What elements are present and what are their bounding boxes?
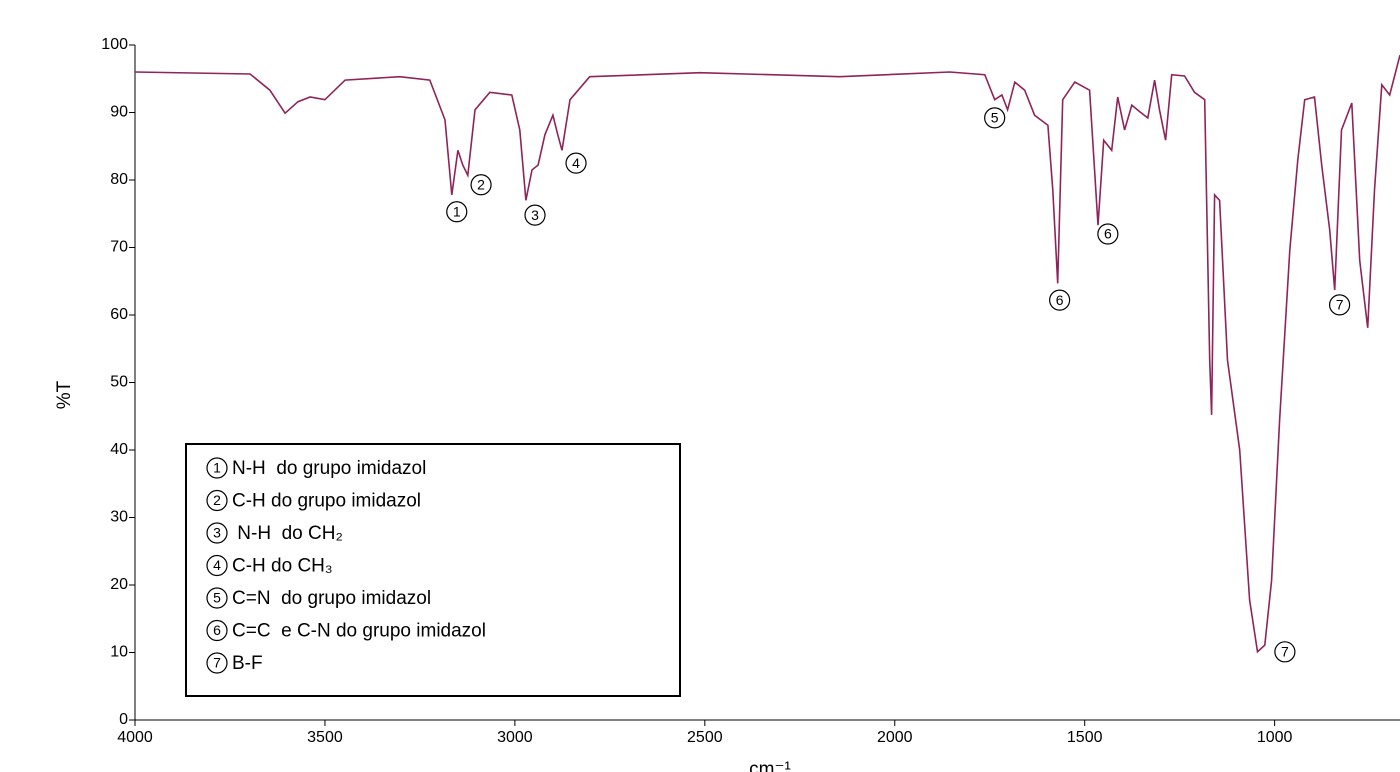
x-tick-label: 1500 (1067, 729, 1103, 746)
x-tick-label: 1000 (1257, 729, 1293, 746)
x-tick-label: 2000 (877, 729, 913, 746)
y-tick-label: 100 (101, 36, 128, 53)
y-axis-label: %T (54, 380, 75, 409)
annotation-circle (1097, 223, 1119, 245)
y-tick-label: 40 (110, 441, 128, 458)
annotation-label: 7 (1281, 644, 1289, 660)
legend-circle (206, 652, 228, 674)
legend-circle (206, 457, 228, 479)
annotation-label: 6 (1056, 292, 1064, 308)
y-tick-label: 10 (110, 644, 128, 661)
legend-number: 1 (213, 460, 221, 476)
annotation-circle (1274, 641, 1296, 663)
legend-number: 3 (213, 525, 221, 541)
legend-text: C=N do grupo imidazol (232, 588, 431, 609)
annotation-circle (470, 174, 492, 196)
legend-circle (206, 489, 228, 512)
x-tick-label: 4000 (117, 729, 153, 746)
legend-text: B-F (232, 653, 263, 674)
x-axis-label: cm⁻¹ (749, 759, 791, 772)
spectrum-line (134, 54, 1400, 654)
legend-text: C-H do CH₃ (232, 556, 333, 577)
y-tick-label: 80 (110, 171, 128, 188)
legend-text: C-H do grupo imidazol (232, 491, 421, 512)
annotation-label: 6 (1104, 226, 1112, 242)
annotation-circle (1049, 289, 1071, 311)
annotation-label: 3 (531, 207, 539, 223)
legend-number: 4 (213, 557, 221, 573)
legend-text: C=C e C-N do grupo imidazol (232, 621, 486, 642)
y-tick-label: 90 (110, 104, 128, 121)
legend-number: 6 (213, 622, 221, 638)
legend-circle (206, 619, 228, 642)
legend-number: 2 (213, 492, 221, 508)
legend-text: N-H do grupo imidazol (232, 458, 426, 479)
annotation-label: 1 (453, 203, 461, 219)
annotation-label: 7 (1336, 297, 1344, 313)
x-tick-label: 3500 (307, 729, 343, 746)
y-tick-label: 60 (110, 306, 128, 323)
legend-circle (206, 554, 228, 577)
legend-box (185, 443, 681, 697)
x-tick-label: 3000 (497, 729, 533, 746)
legend-circle (206, 522, 228, 544)
legend-number: 7 (213, 655, 221, 671)
x-tick-label: 2500 (687, 729, 723, 746)
y-tick-label: 70 (110, 239, 128, 256)
y-tick-label: 50 (110, 374, 128, 391)
annotation-label: 5 (991, 110, 999, 126)
annotation-circle (565, 152, 587, 174)
y-tick-label: 30 (110, 509, 128, 526)
annotation-circle (1328, 294, 1351, 316)
annotation-circle (446, 201, 468, 223)
annotation-circle (524, 204, 546, 226)
y-tick-label: 0 (119, 711, 128, 728)
legend-text: N-H do CH₂ (232, 523, 343, 544)
annotation-label: 2 (477, 176, 485, 192)
y-tick-label: 20 (110, 576, 128, 593)
annotation-circle (984, 107, 1006, 129)
legend-number: 5 (213, 590, 221, 606)
annotation-label: 4 (572, 155, 580, 171)
legend-circle (206, 587, 228, 609)
